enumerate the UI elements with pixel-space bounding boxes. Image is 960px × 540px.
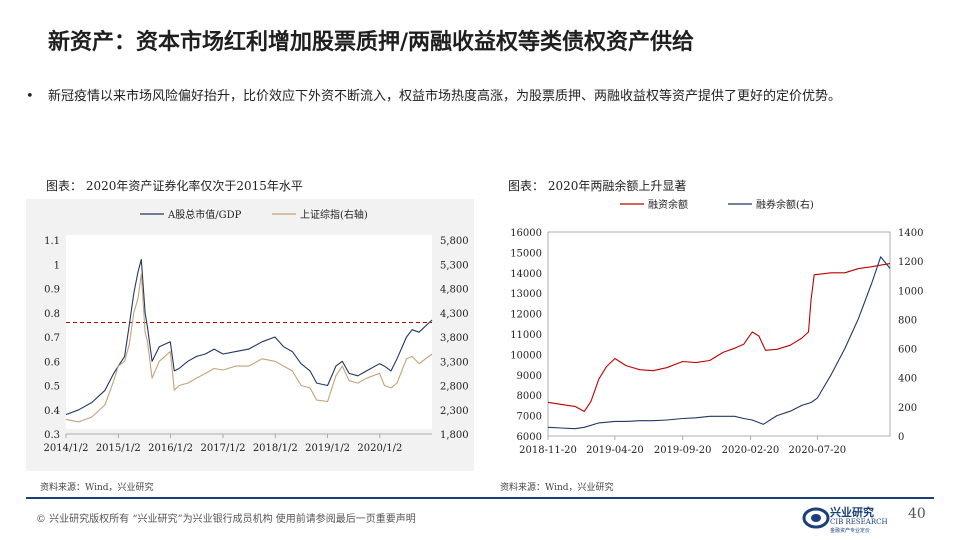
y-right-tick-label: 200 [898,403,917,414]
y-left-tick-label: 0.6 [44,357,60,368]
series-line-2 [547,256,891,430]
y-right-tick-label: 1000 [898,286,923,297]
x-tick-label: 2018/1/2 [253,443,298,454]
y-left-tick-label: 0.3 [44,430,60,441]
y-left-tick-label: 13000 [510,289,542,300]
x-tick-label: 2018-11-20 [519,445,577,456]
y-right-tick-label: 4,300 [440,309,469,320]
legend-label-shanghai-index: 上证综指(右轴) [300,208,368,221]
y-left-tick-label: 1.1 [44,236,60,247]
legend-label-margin-financing: 融资余额 [648,198,688,211]
logo-core-icon [811,514,821,522]
footer-divider [26,497,934,499]
y-left-tick-label: 0.4 [44,406,60,417]
y-left-tick-label: 14000 [510,269,542,280]
y-left-tick-label: 1 [54,260,60,271]
y-left-tick-label: 0.8 [44,309,60,320]
y-right-tick-label: 5,300 [440,260,469,271]
right-chart-source: 资料来源：Wind，兴业研究 [500,483,614,493]
y-right-tick-label: 1200 [898,257,923,268]
y-left-tick-label: 16000 [510,228,542,239]
y-left-tick-label: 7000 [517,412,542,423]
y-left-tick-label: 6000 [517,432,542,443]
left-chart-source: 资料来源：Wind，兴业研究 [40,483,154,493]
left-legend: A股总市值/GDP 上证综指(右轴) [140,208,368,221]
left-chart: A股总市值/GDP 上证综指(右轴) 0.3 0.4 0.5 0.6 0.7 0.8 0.9… [26,199,474,471]
cib-research-logo [802,507,830,529]
x-tick-label: 2017/1/2 [201,443,246,454]
x-tick-label: 2019-04-20 [586,445,644,456]
right-legend: 融资余额 融券余额(右) [620,198,814,211]
y-left-tick-label: 9000 [517,371,542,382]
y-right-tick-label: 2,300 [440,406,469,417]
logo-tagline: 金融资产专业定价 [830,528,871,534]
y-right-tick-label: 800 [898,315,917,326]
right-chart-panel [496,195,936,471]
series-line-2 [65,273,433,423]
x-tick-label: 2020-02-20 [722,445,780,456]
y-left-tick-label: 10000 [510,350,542,361]
right-chart: 融资余额 融券余额(右) 600070008000900010000110001… [496,195,936,471]
y-right-tick-label: 4,800 [440,285,469,296]
footer-copyright: © 兴业研究版权所有 “兴业研究”为兴业银行成员机构 使用前请参阅最后一页重要声… [36,514,416,525]
x-tick-label: 2014/1/2 [44,443,89,454]
y-left-tick-label: 11000 [510,330,542,341]
y-left-tick-label: 0.9 [44,285,60,296]
y-left-tick-label: 8000 [517,391,542,402]
x-tick-label: 2016/1/2 [148,443,193,454]
y-right-tick-label: 5,800 [440,236,469,247]
page-title: 新资产：资本市场红利增加股票质押/两融收益权等类债权资产供给 [48,29,695,55]
x-tick-label: 2019/1/2 [305,443,350,454]
y-right-tick-label: 3,800 [440,333,469,344]
left-chart-caption: 图表： 2020年资产证券化率仅次于2015年水平 [46,179,303,193]
bullet-paragraph: • 新冠疫情以来市场风险偏好抬升，比价效应下外资不断流入，权益市场热度高涨，为股… [26,84,898,110]
bullet-text: 新冠疫情以来市场风险偏好抬升，比价效应下外资不断流入，权益市场热度高涨，为股票质… [48,89,842,104]
y-right-tick-label: 1400 [898,228,923,239]
y-left-tick-label: 0.5 [44,382,60,393]
logo-en: CIB RESEARCH [830,518,888,526]
bullet-dot: • [26,89,34,104]
page-number: 40 [908,506,926,522]
x-tick-label: 2015/1/2 [96,443,141,454]
y-right-tick-label: 0 [898,432,904,443]
y-right-tick-label: 400 [898,374,917,385]
series-line-1 [547,263,891,413]
logo-cn: 兴业研究 [830,506,874,519]
plot-frame [547,231,891,437]
y-right-tick-label: 600 [898,345,917,356]
y-right-tick-label: 3,300 [440,357,469,368]
x-tick-label: 2020/1/2 [357,443,402,454]
y-left-tick-label: 15000 [510,248,542,259]
right-chart-caption: 图表： 2020年两融余额上升显著 [508,179,687,193]
legend-label-securities-lending: 融券余额(右) [756,198,814,211]
y-left-tick-label: 12000 [510,310,542,321]
left-plot-area [66,235,432,429]
y-right-tick-label: 1,800 [440,430,469,441]
y-right-tick-label: 2,800 [440,382,469,393]
series-line-1 [65,258,433,416]
y-left-tick-label: 0.7 [44,333,60,344]
legend-label-market-cap-gdp: A股总市值/GDP [167,208,242,221]
x-tick-label: 2020-07-20 [789,445,847,456]
x-tick-label: 2019-09-20 [654,445,712,456]
logo-ring-icon [802,507,830,529]
